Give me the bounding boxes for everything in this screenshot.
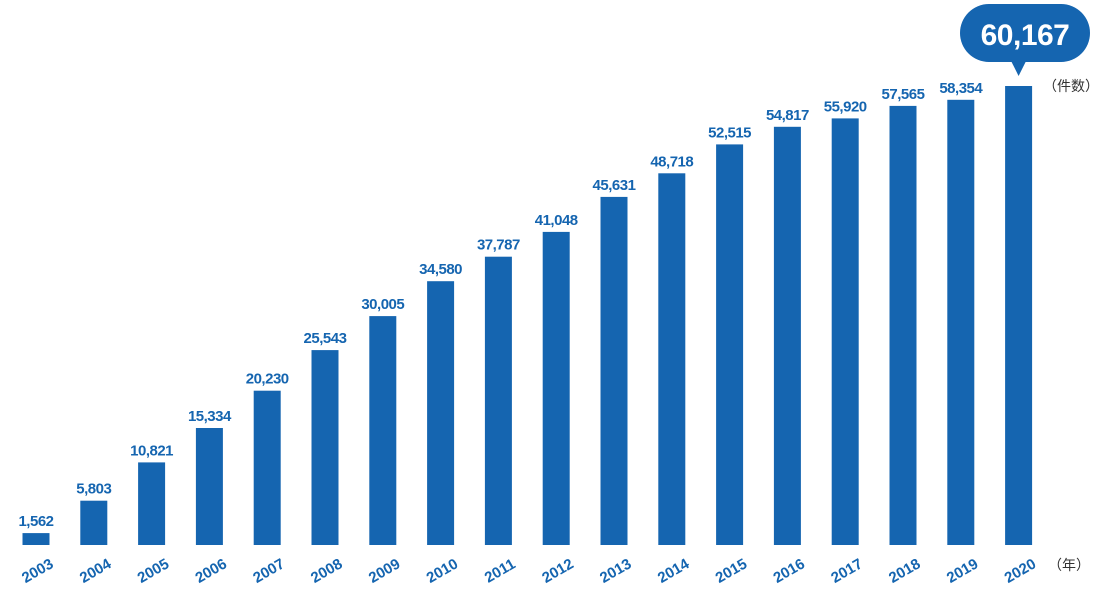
x-tick-label-2006: 2006 — [192, 555, 229, 586]
x-tick-label-2003: 2003 — [19, 555, 56, 586]
value-label-2013: 45,631 — [593, 177, 636, 194]
bar-2012 — [542, 231, 570, 545]
bar-2004 — [80, 500, 108, 545]
value-label-2009: 30,005 — [361, 296, 404, 313]
bar-2005 — [138, 462, 166, 545]
x-tick-label-2007: 2007 — [250, 555, 287, 586]
y-unit-label: （件数） — [1043, 79, 1099, 95]
x-tick-label-2015: 2015 — [713, 555, 750, 586]
callout-bubble — [960, 4, 1090, 62]
bar-2014 — [658, 173, 686, 546]
x-tick-label-2018: 2018 — [886, 555, 923, 586]
value-label-2004: 5,803 — [76, 481, 111, 498]
value-label-2016: 54,817 — [766, 107, 809, 124]
value-label-2012: 41,048 — [535, 212, 578, 229]
bar-2013 — [600, 196, 628, 545]
bars-group — [22, 86, 1033, 546]
bar-2017 — [831, 118, 859, 546]
x-tick-label-2020: 2020 — [1002, 555, 1039, 586]
bar-2018 — [889, 105, 917, 546]
x-tick-label-2019: 2019 — [944, 555, 981, 586]
x-tick-label-2009: 2009 — [366, 555, 403, 586]
callout-value-label: 60,167 — [981, 19, 1070, 52]
bar-2003 — [22, 533, 50, 545]
x-tick-labels-group: 2003 2004 2005 2006 2007 2008 2009 2010 2011 2012… — [19, 555, 1039, 587]
x-tick-label-2013: 2013 — [597, 555, 634, 586]
x-tick-label-2010: 2010 — [424, 555, 461, 586]
value-label-2019: 58,354 — [939, 80, 983, 97]
value-label-2006: 15,334 — [188, 408, 232, 425]
value-label-2011: 37,787 — [477, 237, 520, 254]
value-label-2015: 52,515 — [708, 124, 751, 141]
x-tick-label-2008: 2008 — [308, 555, 345, 586]
x-tick-label-2016: 2016 — [770, 555, 807, 586]
value-labels-group: 1,562 5,803 10,821 15,334 20,230 25,543 30,005… — [18, 80, 983, 530]
value-label-2005: 10,821 — [130, 442, 173, 459]
value-label-2018: 57,565 — [882, 86, 925, 103]
x-tick-label-2012: 2012 — [539, 555, 576, 586]
bar-2020 — [1005, 86, 1033, 545]
bar-2007 — [253, 390, 281, 545]
highlight-callout: 60,167 — [960, 4, 1090, 76]
bar-2019 — [947, 99, 975, 546]
value-label-2017: 55,920 — [824, 98, 867, 115]
bar-2006 — [195, 428, 223, 545]
x-tick-label-2005: 2005 — [135, 555, 172, 586]
value-label-2010: 34,580 — [419, 261, 462, 278]
bar-2010 — [427, 281, 455, 545]
value-label-2007: 20,230 — [246, 371, 289, 388]
x-tick-label-2014: 2014 — [655, 555, 693, 587]
callout-pointer — [1010, 60, 1027, 76]
x-tick-label-2004: 2004 — [77, 555, 115, 587]
value-label-2003: 1,562 — [18, 513, 53, 530]
bar-2009 — [369, 316, 397, 545]
x-tick-label-2017: 2017 — [828, 555, 865, 586]
x-unit-label: （年） — [1048, 558, 1090, 574]
bar-2016 — [773, 126, 801, 546]
value-label-2008: 25,543 — [304, 330, 347, 347]
bar-2011 — [484, 256, 512, 545]
bar-2015 — [716, 144, 744, 545]
bar-2008 — [311, 350, 339, 545]
value-label-2014: 48,718 — [650, 153, 693, 170]
x-tick-label-2011: 2011 — [482, 556, 519, 587]
